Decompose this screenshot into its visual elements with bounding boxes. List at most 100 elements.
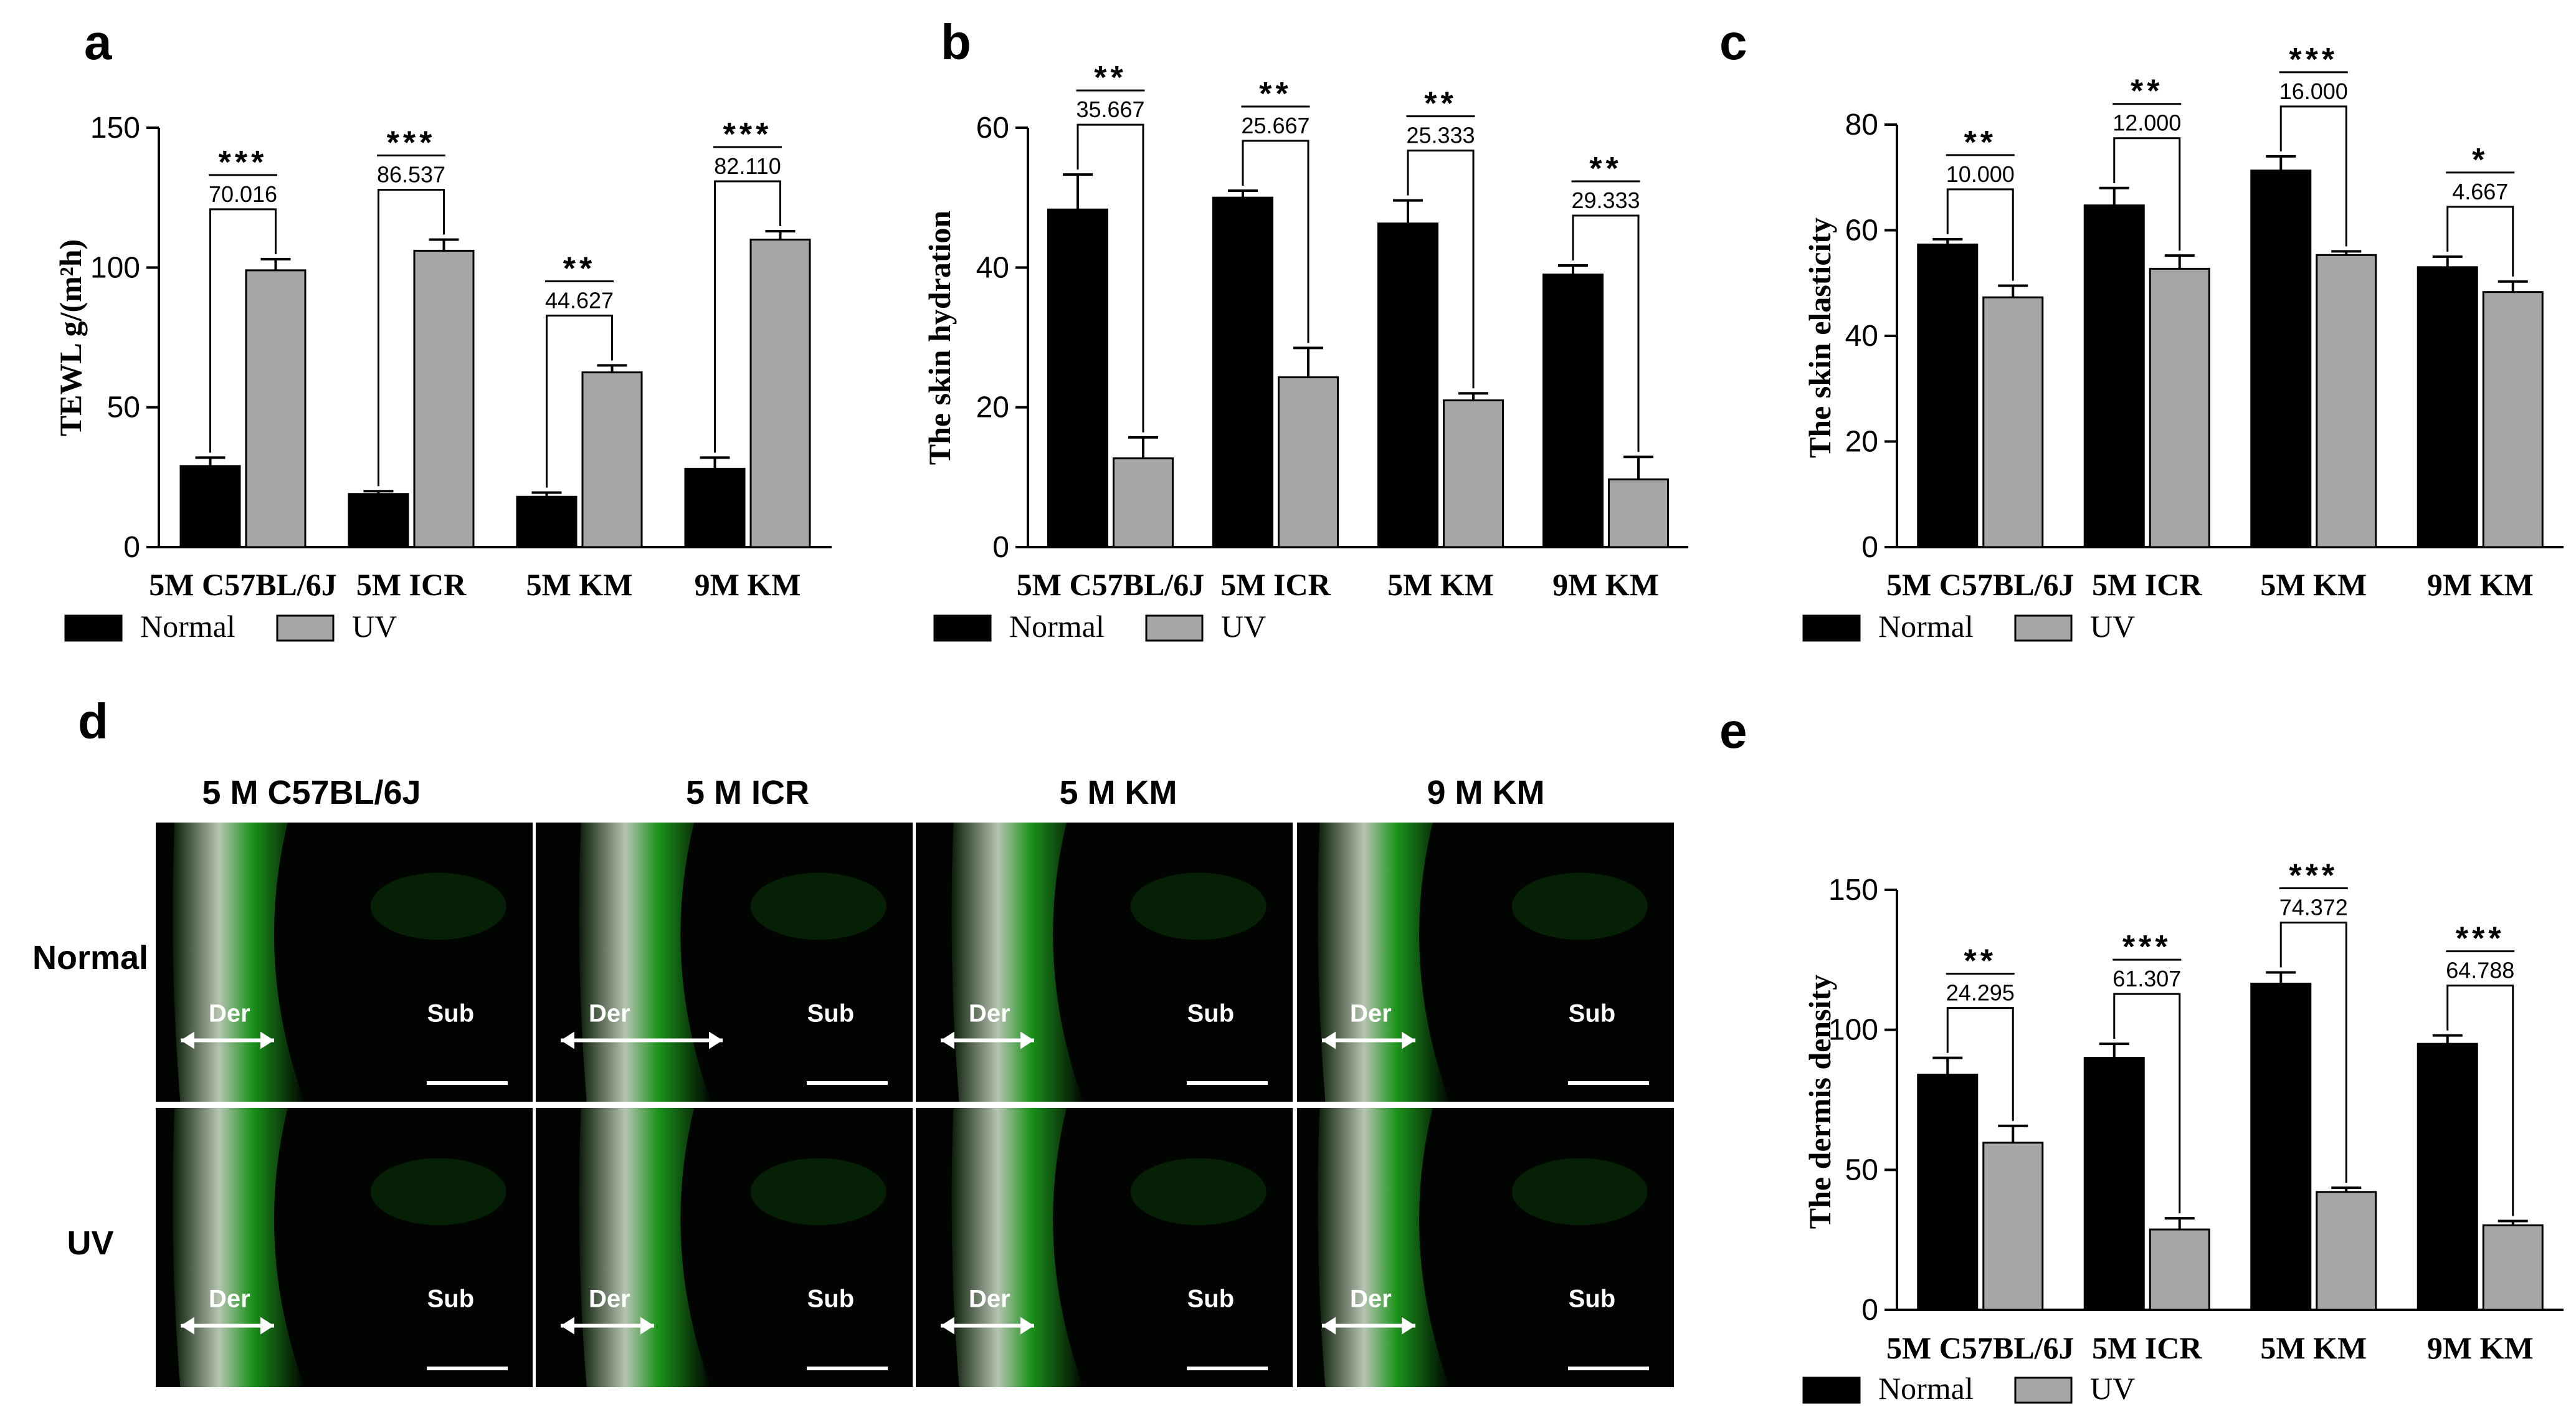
significance-stars: *** [2289,858,2338,894]
significance-stars: ** [1964,125,1997,161]
y-tick-label: 60 [1845,214,1878,247]
bar-uv [2316,254,2377,548]
y-tick-label: 20 [976,391,1009,424]
subcutis-texture [1511,1158,1648,1226]
significance-bracket [1242,140,1309,343]
difference-label: 29.333 [1571,188,1640,213]
micrograph-tile: Der Sub [536,823,913,1102]
legend-label-uv: UV [1221,609,1266,644]
der-label: Der [209,1285,250,1312]
x-tick-label: 9M KM [2427,567,2534,602]
bar-normal [2250,983,2312,1311]
difference-label: 25.667 [1241,113,1309,138]
subcutis-texture [750,1158,886,1226]
legend-swatch-normal [64,614,123,642]
bar-normal [2417,266,2478,548]
difference-label: 70.016 [209,181,277,207]
y-tick-label: 20 [1845,426,1878,459]
y-tick-label: 100 [1828,1014,1878,1047]
sub-label: Sub [1187,1000,1235,1027]
subcutis-texture [750,872,886,940]
difference-label: 10.000 [1946,161,2015,187]
y-tick-label: 50 [1845,1153,1878,1186]
chart-e: 0 50 100 150 The dermis density 24.295** 5M C5… [1802,858,2564,1406]
significance-stars: *** [387,125,436,161]
y-tick-label: 100 [90,251,140,284]
bar-uv [413,249,475,548]
bar-uv [2482,1224,2544,1311]
x-tick-label: 5M ICR [356,567,467,602]
x-tick-label: 5M C57BL/6J [149,567,336,602]
y-axis-label: The skin hydration [922,211,957,465]
significance-bracket [1946,1007,2014,1121]
dermis-band [579,823,711,1102]
legend-swatch-normal [1802,1377,1861,1404]
x-tick-label: 5M C57BL/6J [1017,567,1204,602]
der-label: Der [969,1000,1010,1027]
der-label: Der [1350,1285,1392,1312]
significance-bracket [2113,993,2181,1214]
y-tick-label: 60 [976,112,1009,145]
x-tick-label: 5M KM [2260,567,2367,602]
der-label: Der [589,1285,630,1312]
bar-uv [749,238,811,548]
y-tick-label: 0 [992,531,1009,564]
bar-normal [1047,208,1108,548]
der-label: Der [209,1000,250,1027]
difference-label: 64.788 [2446,958,2514,983]
sub-label: Sub [807,1000,855,1027]
significance-stars: ** [1094,60,1126,96]
sub-label: Sub [427,1285,475,1312]
difference-label: 82.110 [714,153,781,179]
panel-letter-c: c [1719,14,1747,70]
significance-stars: *** [723,117,772,153]
x-tick-label: 5M ICR [1220,567,1331,602]
x-tick-label: 9M KM [695,567,801,602]
micrograph-tile: Der Sub [916,823,1293,1102]
sub-label: Sub [1187,1285,1235,1312]
x-tick-label: 5M C57BL/6J [1886,1330,2074,1365]
dermis-band [951,823,1084,1102]
subcutis-texture [1130,872,1267,940]
bar-normal [1917,243,1979,548]
x-tick-label: 9M KM [2427,1330,2534,1365]
image-column-title: 5 M C57BL/6J [202,774,421,811]
bar-normal [348,493,409,548]
difference-label: 61.307 [2113,966,2181,991]
legend-label-normal: Normal [140,609,235,644]
bar-uv [1608,478,1669,548]
significance-bracket [209,208,277,453]
dermis-band [579,1108,711,1387]
dermis-band [173,823,305,1102]
image-column-title: 5 M ICR [686,774,809,811]
legend-label-normal: Normal [1878,609,1974,644]
difference-label: 16.000 [2279,79,2348,104]
x-tick-label: 5M ICR [2092,1330,2202,1365]
significance-stars: ** [2131,74,2163,110]
micrograph-tile: Der Sub [536,1108,913,1387]
significance-stars: ** [1589,151,1622,187]
subcutis-texture [1130,1158,1267,1226]
significance-bracket [1077,123,1144,432]
bar-normal [1377,222,1438,548]
bar-uv [1982,1142,2044,1311]
dermis-band [951,1108,1084,1387]
significance-stars: * [2472,142,2488,178]
bar-normal [1212,196,1273,548]
significance-stars: *** [219,145,268,181]
y-tick-label: 80 [1845,108,1878,141]
subcutis-texture [370,872,506,940]
difference-label: 4.667 [2452,179,2508,204]
bar-uv [2316,1191,2377,1311]
bar-normal [516,495,577,548]
panel-letter-d: d [78,694,108,749]
y-tick-label: 0 [1861,1294,1878,1327]
significance-stars: *** [2289,42,2338,78]
legend-swatch-uv [2014,614,2073,642]
image-column-title: 5 M KM [1060,774,1177,811]
image-column-title: 9 M KM [1427,774,1545,811]
